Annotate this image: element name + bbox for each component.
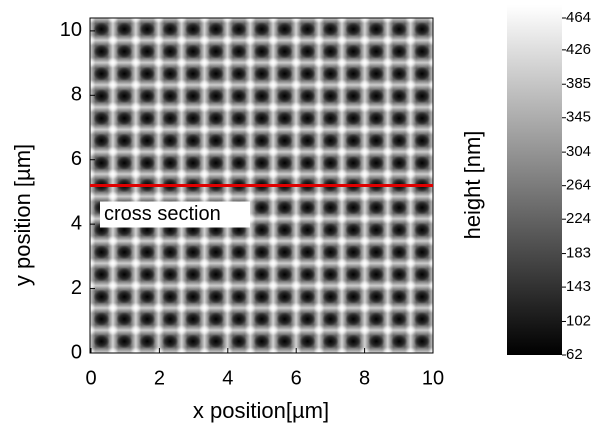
colorbar bbox=[507, 5, 562, 355]
annotation-box bbox=[100, 201, 250, 228]
x-tick-label: 8 bbox=[359, 367, 370, 389]
colorbar-tick-label: 102 bbox=[566, 312, 591, 329]
y-tick-label: 0 bbox=[71, 341, 82, 363]
colorbar-tick-label: 264 bbox=[566, 177, 591, 194]
colorbar-tick-label: 345 bbox=[566, 109, 591, 126]
x-tick-label: 10 bbox=[422, 367, 444, 389]
colorbar-tick-label: 304 bbox=[566, 143, 591, 160]
colorbar-tick-label: 224 bbox=[566, 210, 591, 227]
colorbar-tick-label: 62 bbox=[566, 346, 583, 363]
x-axis-label: x position[µm] bbox=[193, 398, 329, 423]
y-tick-label: 10 bbox=[60, 19, 82, 41]
y-axis-label: y position [µm] bbox=[10, 144, 35, 286]
x-tick-label: 0 bbox=[85, 367, 96, 389]
colorbar-tick-label: 183 bbox=[566, 245, 591, 262]
x-tick-label: 4 bbox=[222, 367, 233, 389]
colorbar-tick-label: 385 bbox=[566, 75, 591, 92]
colorbar-tick-label: 464 bbox=[566, 9, 591, 26]
y-tick-label: 6 bbox=[71, 148, 82, 170]
colorbar-tick-label: 426 bbox=[566, 41, 591, 58]
annotation: cross section bbox=[104, 203, 221, 225]
x-tick-label: 2 bbox=[154, 367, 165, 389]
y-tick-label: 4 bbox=[71, 212, 82, 234]
colorbar-tick-label: 143 bbox=[566, 278, 591, 295]
colorbar-label: height [nm] bbox=[460, 131, 485, 240]
x-tick-label: 6 bbox=[291, 367, 302, 389]
y-tick-label: 8 bbox=[71, 84, 82, 106]
y-tick-label: 2 bbox=[71, 277, 82, 299]
